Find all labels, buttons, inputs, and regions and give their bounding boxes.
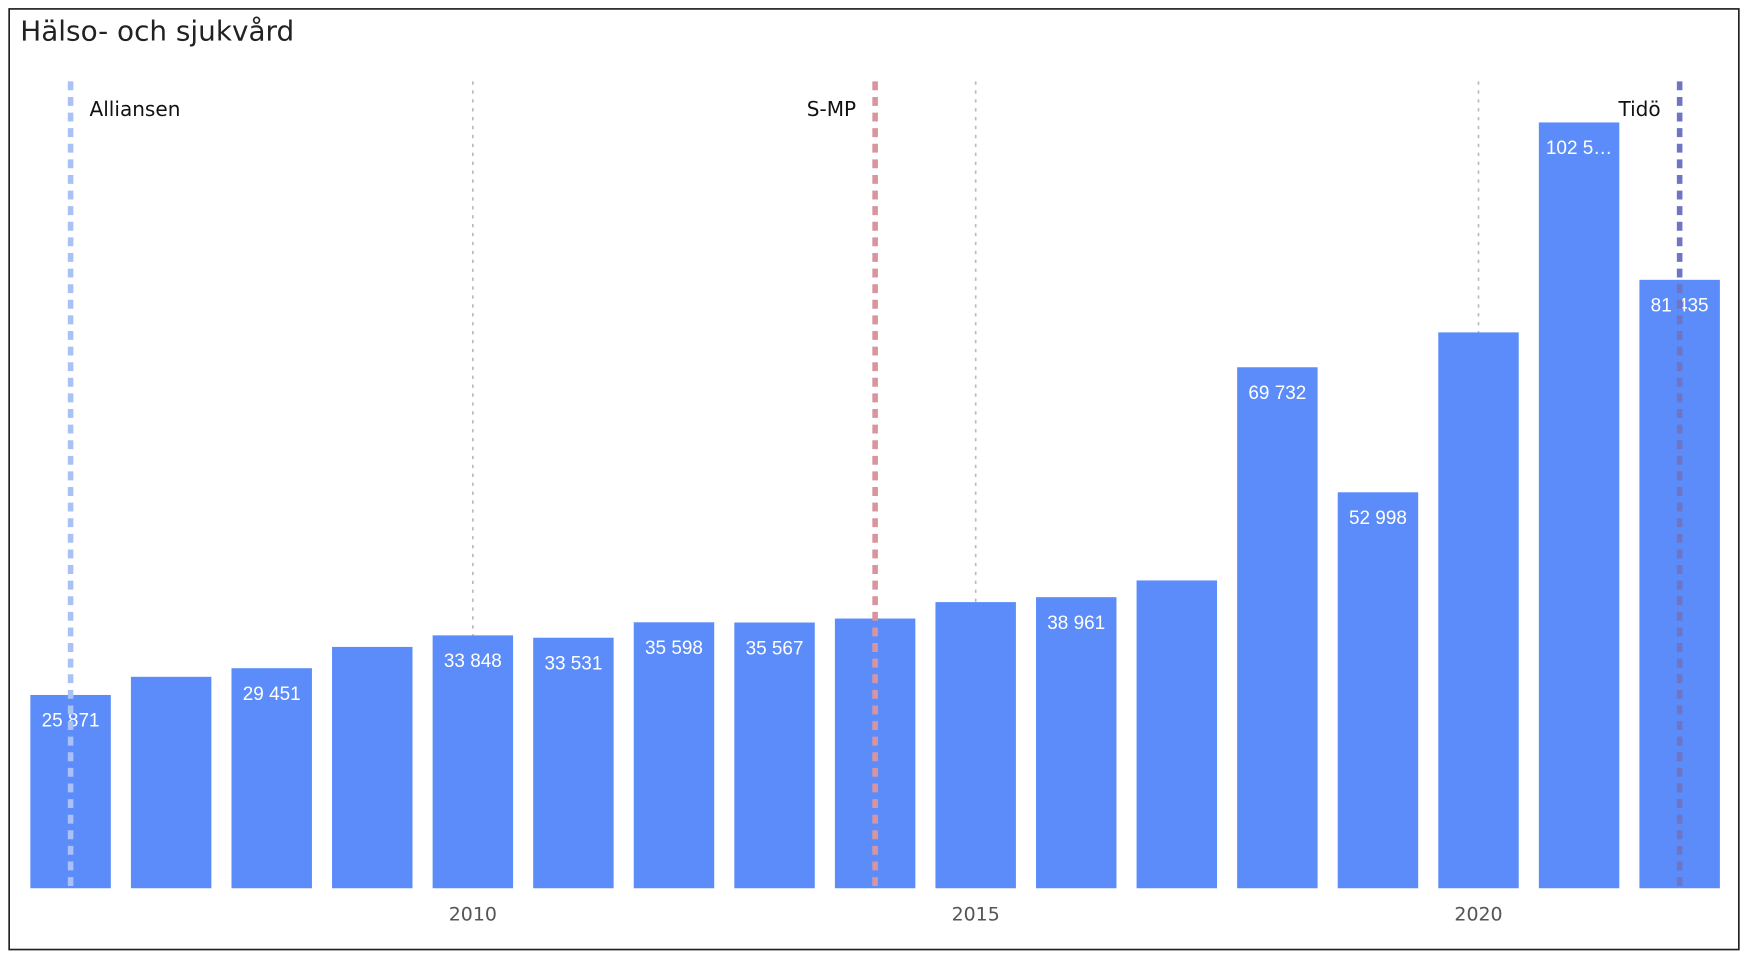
bar — [734, 622, 815, 889]
bar — [1438, 332, 1519, 889]
value-label: 33 531 — [544, 653, 602, 674]
bar — [432, 635, 514, 889]
bar — [1136, 580, 1218, 889]
annotation-label: S-MP — [807, 97, 856, 121]
bar — [1036, 597, 1117, 889]
value-label: 35 598 — [645, 638, 703, 659]
value-label: 33 848 — [444, 651, 502, 672]
value-label: 102 5… — [1546, 138, 1612, 159]
annotation-label: Tidö — [1617, 97, 1660, 121]
bar — [935, 602, 1016, 889]
value-label: 29 451 — [243, 684, 301, 705]
bar — [1337, 492, 1419, 889]
chart-title: Hälso- och sjukvård — [20, 14, 294, 47]
value-label: 52 998 — [1349, 508, 1407, 529]
bar — [533, 637, 614, 889]
value-label: 35 567 — [746, 638, 804, 659]
x-tick-label: 2015 — [952, 903, 1000, 925]
bar — [633, 622, 715, 889]
x-tick-label: 2010 — [449, 903, 497, 925]
bar — [1538, 122, 1620, 889]
x-tick-label: 2020 — [1454, 903, 1502, 925]
bar — [231, 668, 312, 889]
annotations: Alliansen S-MP Tidö — [67, 81, 1683, 893]
value-label: 69 732 — [1248, 383, 1306, 404]
value-label: 38 961 — [1047, 613, 1105, 634]
annotation-label: Alliansen — [90, 97, 181, 121]
grid: 2010 2015 2020 — [449, 81, 1503, 925]
bar — [1237, 367, 1318, 889]
bar — [130, 676, 212, 889]
bar — [332, 646, 413, 889]
